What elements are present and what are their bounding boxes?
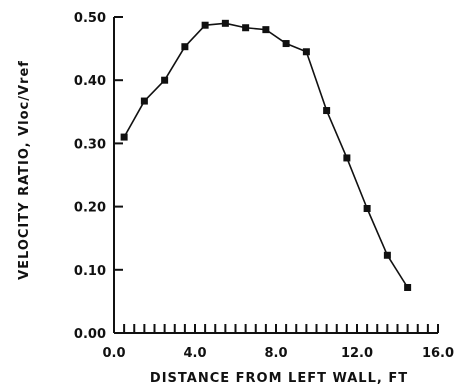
data-point (262, 26, 270, 34)
series-line-segment (325, 110, 348, 159)
series-line-segment (123, 100, 146, 138)
data-point (404, 283, 412, 291)
data-point (201, 21, 209, 29)
series-line-segment (163, 46, 186, 81)
data-point (282, 40, 290, 48)
data-point (140, 97, 148, 105)
x-tick-label: 0.0 (102, 346, 125, 361)
data-point (120, 133, 128, 141)
data-point (242, 24, 250, 32)
series-line-segment (346, 157, 368, 209)
data-point (161, 76, 169, 84)
data-point (343, 154, 351, 162)
x-tick-label: 4.0 (183, 346, 206, 361)
y-tick-label: 0.50 (74, 11, 106, 26)
data-series (120, 19, 412, 291)
data-point (363, 204, 371, 212)
series-line-segment (386, 254, 409, 288)
y-axis-title: VELOCITY RATIO, Vloc/Vref (17, 60, 32, 280)
x-axis-title: DISTANCE FROM LEFT WALL, FT (150, 371, 408, 386)
data-point (383, 251, 391, 259)
tick-marks (114, 16, 439, 334)
axes (113, 17, 438, 334)
x-tick-label: 8.0 (264, 346, 287, 361)
y-tick-label: 0.00 (74, 327, 106, 342)
data-point (323, 107, 331, 115)
data-point (181, 43, 189, 51)
data-point (221, 19, 229, 27)
y-tick-label: 0.10 (74, 264, 106, 279)
series-line-segment (366, 208, 389, 256)
x-tick-label: 12.0 (341, 346, 373, 361)
x-tick-label: 16.0 (422, 346, 454, 361)
data-point (302, 48, 310, 56)
y-tick-label: 0.30 (74, 137, 106, 152)
series-line-segment (184, 24, 206, 48)
y-tick-label: 0.40 (74, 74, 106, 89)
y-tick-label: 0.20 (74, 201, 106, 216)
series-line-segment (305, 51, 328, 111)
tick-labels: 0.00 0.10 0.20 0.30 0.40 0.50 0.0 4.0 8.0 12.0 16.… (74, 11, 454, 361)
